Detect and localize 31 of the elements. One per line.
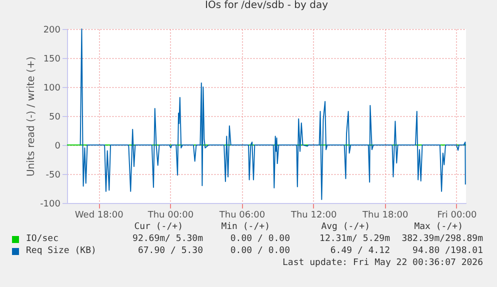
text: 12.31m/ 5.29m (320, 234, 390, 245)
x-tick-label: Fri 00:00 (437, 210, 477, 220)
y-axis-title: Units read (-) / write (+) (26, 56, 38, 177)
y-tick-label: 200 (43, 26, 61, 36)
y-tick-label: -100 (40, 200, 61, 210)
y-tick-label: -50 (46, 170, 61, 180)
legend-label: Req Size (KB) (26, 246, 96, 257)
line-series (80, 28, 466, 200)
y-tick-label: 100 (43, 84, 61, 94)
x-tick-label: Thu 06:00 (218, 210, 266, 220)
text: 92.69m/ 5.30m (132, 234, 203, 245)
text: 67.90 / 5.30 (138, 246, 203, 257)
y-tick-label: 150 (43, 54, 61, 64)
y-tick-label: 50 (49, 112, 61, 122)
text: 0.00 / 0.00 (230, 246, 290, 257)
y-tick-label: 0 (54, 142, 61, 152)
text: 0.00 / 0.00 (230, 234, 290, 245)
text: 94.80 /198.01 (412, 246, 483, 257)
text: Last update: Fri May 22 00:36:07 2026 (282, 258, 483, 269)
x-tick-label: Thu 12:00 (290, 210, 337, 220)
text: Min (-/+) (221, 222, 270, 233)
text: Avg (-/+) (321, 222, 370, 233)
text: Max (-/+) (414, 222, 463, 233)
text: 382.39m/298.89m (402, 234, 483, 245)
x-tick-label: Wed 18:00 (74, 210, 124, 220)
x-tick-label: Thu 00:00 (146, 210, 194, 220)
legend-label: IO/sec (26, 234, 59, 245)
text: 6.49 / 4.12 (330, 246, 390, 257)
chart-title: IOs for /dev/sdb - by day (204, 0, 328, 11)
text: Cur (-/+) (134, 222, 183, 233)
x-tick-label: Thu 18:00 (362, 210, 409, 220)
